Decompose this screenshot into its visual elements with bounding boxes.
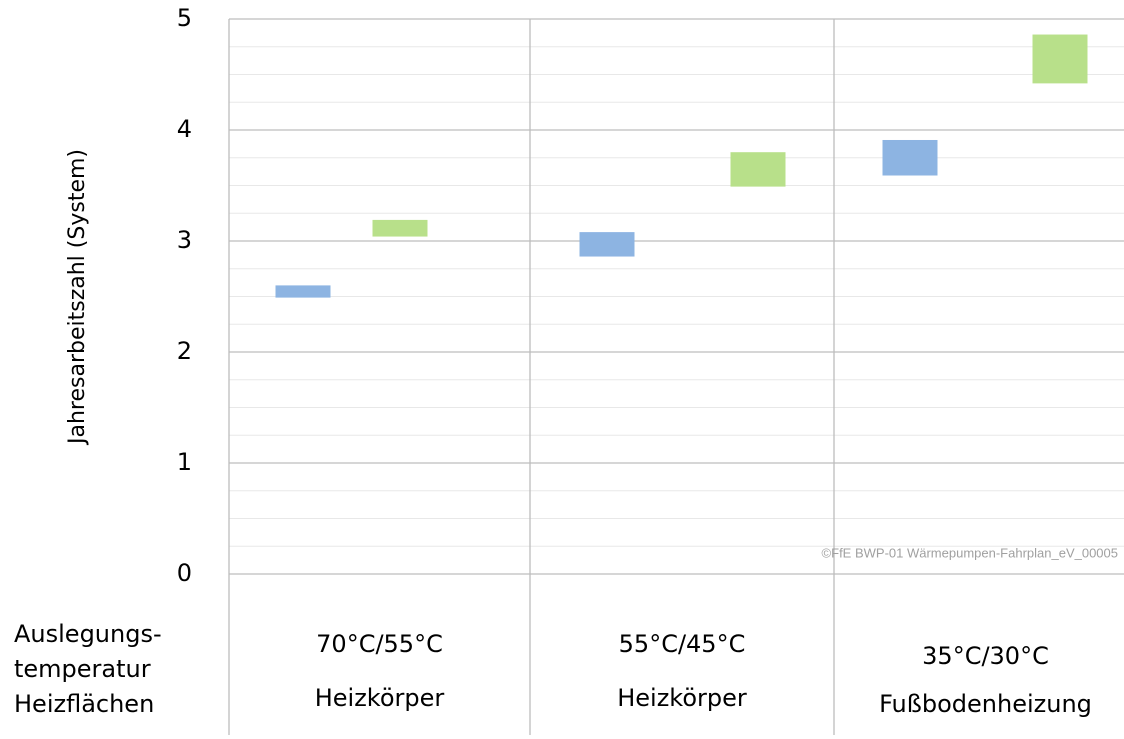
y-tick-label: 0 bbox=[177, 559, 192, 587]
row-header: temperatur bbox=[14, 655, 151, 683]
category-label: 55°C/45°C bbox=[619, 630, 746, 658]
category-sublabel: Heizkörper bbox=[617, 684, 747, 712]
row-header: Heizflächen bbox=[14, 690, 154, 718]
range-bar bbox=[579, 232, 635, 257]
y-tick-label: 5 bbox=[177, 4, 192, 32]
category-label: 35°C/30°C bbox=[922, 642, 1049, 670]
category-sublabel: Heizkörper bbox=[315, 684, 445, 712]
category-sublabel: Fußbodenheizung bbox=[879, 690, 1092, 718]
range-bar bbox=[1032, 34, 1088, 84]
y-tick-label: 4 bbox=[177, 115, 192, 143]
range-bar bbox=[882, 139, 938, 176]
y-tick-label: 1 bbox=[177, 448, 192, 476]
range-bar bbox=[275, 285, 331, 298]
y-axis-title: Jahresarbeitszahl (System) bbox=[65, 149, 90, 446]
range-bar bbox=[730, 152, 786, 187]
y-tick-label: 2 bbox=[177, 337, 192, 365]
range-bar bbox=[372, 219, 428, 237]
y-tick-label: 3 bbox=[177, 226, 192, 254]
category-label: 70°C/55°C bbox=[316, 630, 443, 658]
annotation: ©FfE BWP-01 Wärmepumpen-Fahrplan_eV_0000… bbox=[822, 545, 1118, 560]
row-header: Auslegungs- bbox=[14, 620, 162, 648]
